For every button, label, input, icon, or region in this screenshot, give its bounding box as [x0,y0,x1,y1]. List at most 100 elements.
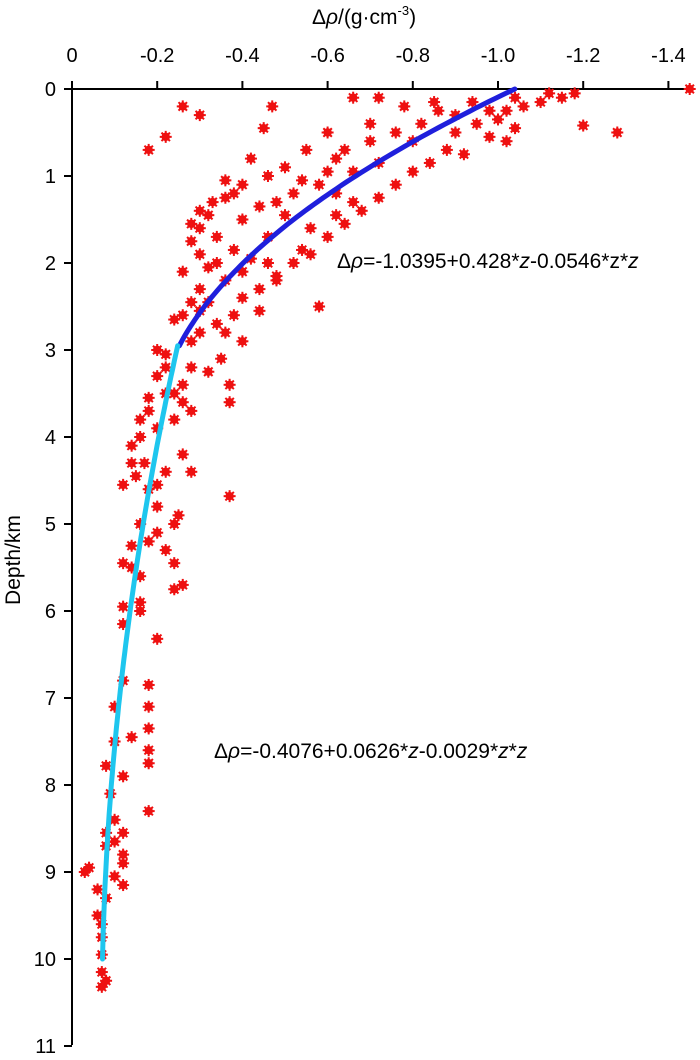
data-point [142,805,155,818]
data-point [134,605,147,617]
data-point [372,91,385,104]
data-point [125,439,138,452]
x-axis-title: Δρ/(g·cm-3) [312,3,416,29]
data-point [91,883,104,896]
data-point [151,500,164,513]
data-point [134,431,147,443]
x-axis-title-units: /(g·cm [338,6,398,29]
data-point [313,178,326,191]
y-tick-label: 11 [35,1036,56,1058]
data-point [117,826,130,839]
data-point [611,126,624,139]
data-point [117,478,130,491]
x-tick-label: -0.4 [225,45,259,67]
data-point [509,122,522,135]
data-point [142,722,155,735]
data-point [159,465,172,478]
data-point [206,196,219,209]
data-point [151,632,164,645]
data-point [500,104,513,117]
x-tick-label: -1.2 [566,45,600,67]
data-point [108,870,121,883]
data-point [406,165,419,178]
data-points [78,83,696,993]
data-point [338,143,351,156]
data-point [125,731,138,744]
data-point [168,313,181,326]
data-point [176,578,189,591]
data-point [321,165,334,178]
data-point [159,361,172,374]
data-point [176,100,189,113]
data-point [483,130,496,143]
data-point [151,344,164,356]
data-point [202,209,215,222]
data-point [296,174,309,187]
x-tick-label: -1.4 [651,45,685,67]
data-point [534,96,547,109]
data-point [543,87,556,100]
data-point [432,104,445,117]
data-point [415,117,428,130]
equation-shallow-body1: =-1.0395+0.428* [363,250,519,273]
data-point [210,257,223,269]
data-point [236,213,249,226]
data-point [176,396,189,409]
data-point [304,248,317,261]
data-point [176,309,189,322]
y-tick-label: 4 [45,427,56,449]
equation-shallow: Δρ=-1.0395+0.428*z-0.0546*z*z [337,250,639,273]
data-point [185,361,198,374]
data-point [193,283,206,296]
data-point [355,204,368,217]
data-point [185,235,198,248]
equation-deep-body2: -0.0029* [419,740,498,763]
data-point [236,178,249,191]
data-point [142,744,155,757]
data-point [466,96,479,109]
data-point [142,391,155,404]
data-point [125,457,138,470]
x-axis-ticks: 0 -0.2 -0.4 -0.6 -0.8 -1.0 -1.2 -1.4 [66,45,686,89]
data-point [176,448,189,461]
data-point [449,126,462,139]
data-point [151,526,164,539]
equation-deep-z1: z [407,740,419,763]
equation-deep-body1: =-0.4076+0.0626* [240,740,408,763]
data-point [577,119,590,132]
data-point [517,100,530,113]
equation-deep: Δρ=-0.4076+0.0626*z-0.0029*z*z [214,740,528,763]
data-point [142,678,155,691]
data-point [95,980,108,993]
data-point [210,230,223,243]
y-tick-label: 6 [45,601,56,623]
data-point [270,196,283,209]
data-point [202,261,215,274]
x-tick-label: -0.6 [310,45,344,67]
data-point [555,91,568,104]
y-tick-label: 2 [45,253,56,275]
data-point [168,583,181,596]
data-point [185,465,198,478]
data-point [95,966,108,979]
data-point [347,196,360,209]
data-point [313,300,326,313]
data-point [159,130,172,143]
data-point [304,222,317,235]
x-tick-label: 0 [66,45,77,67]
fit-curve-deep [100,343,181,962]
data-point [483,104,496,117]
equation-deep-body3: * [509,740,517,763]
equation-deep-delta: Δ [214,740,228,763]
data-point [227,243,240,256]
data-point [440,143,453,156]
data-point [338,217,351,230]
data-point [193,222,206,235]
data-point [372,191,385,204]
data-point [223,396,236,409]
data-point [151,370,164,383]
data-point [223,490,236,503]
data-point [193,248,206,261]
equation-shallow-body2: -0.0546*z* [530,250,628,273]
data-point [185,217,198,230]
